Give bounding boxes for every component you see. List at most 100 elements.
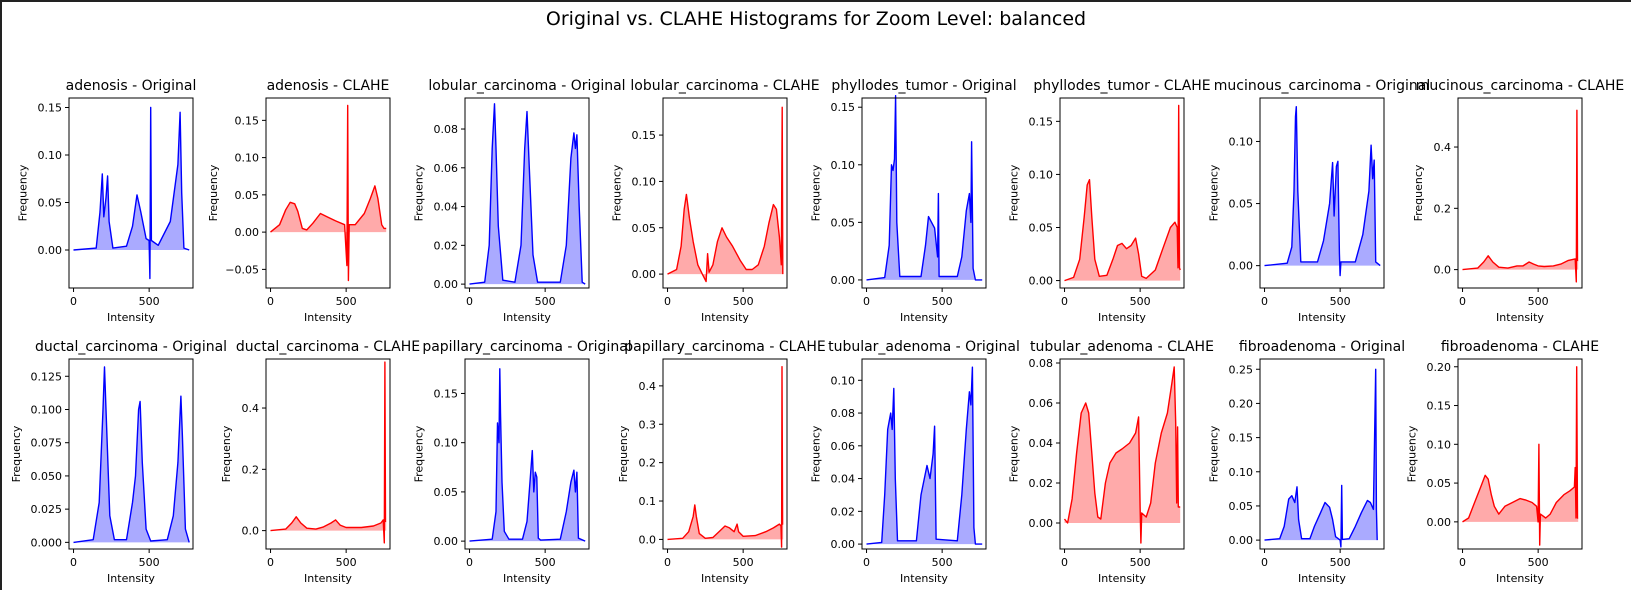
x-axis-label: Intensity [107,311,155,324]
y-tick-label: 0.0 [242,525,260,538]
x-tick-label: 500 [932,556,953,569]
y-tick-label: 0.06 [434,162,459,175]
y-tick-label: 0.04 [434,201,459,214]
y-tick-label: 0.025 [31,503,63,516]
panel-title: fibroadenoma - CLAHE [1441,339,1599,355]
x-tick-label: 0 [70,295,77,308]
y-tick-label: 0.075 [31,437,63,450]
y-tick-label: 0.2 [639,457,657,470]
y-tick-label: 0.10 [434,437,459,450]
panel-title: phyllodes_tumor - CLAHE [1033,78,1210,94]
y-tick-label: 0.00 [235,226,260,239]
y-tick-label: 0.05 [1029,221,1054,234]
histogram-panel: 0.00 0.05 0.10 0.15 0 500 phyllodes_tumor - CL… [1008,78,1211,324]
histogram-fill [73,107,190,279]
histogram-panel: 0.00 0.05 0.10 0.15 0 500 adenosis - Original I… [17,78,197,324]
y-tick-label: 0.08 [831,407,856,420]
x-axis-label: Intensity [1298,572,1346,585]
histogram-line [73,366,190,544]
y-tick-label: 0.10 [831,159,856,172]
y-axis-label: Frequency [10,425,23,482]
axes-frame [1259,97,1385,289]
x-tick-label: 500 [336,295,357,308]
y-tick-label: 0.05 [831,216,856,229]
x-tick-label: 0 [1459,556,1466,569]
y-tick-label: 0.15 [38,102,63,115]
x-tick-label: 500 [1130,556,1151,569]
y-tick-label: 0.06 [1029,397,1054,410]
x-axis-label: Intensity [1098,572,1146,585]
y-tick-label: 0.1 [639,495,657,508]
y-axis-label: Frequency [1208,164,1221,221]
y-tick-label: 0.10 [1229,135,1254,148]
histogram-line [866,366,983,545]
y-tick-label: 0.4 [1434,141,1452,154]
axes-frame [861,358,987,550]
x-tick-label: 0 [466,295,473,308]
y-axis-label: Frequency [1008,164,1021,221]
histogram-panel: 0.00 0.05 0.10 0.15 0.20 0.25 0 500 fibroadenoma… [1208,339,1406,585]
y-axis-label: Frequency [617,425,630,482]
x-tick-label: 0 [863,295,870,308]
panel-title: fibroadenoma - Original [1239,339,1405,355]
histogram-fill [1064,105,1181,281]
panel-title: adenosis - Original [66,78,197,94]
y-tick-label: 0.00 [632,268,657,281]
x-tick-label: 500 [535,556,556,569]
x-tick-label: 0 [267,556,274,569]
y-axis-label: Frequency [207,164,220,221]
x-axis-label: Intensity [1496,572,1544,585]
y-axis-label: Frequency [220,425,233,482]
y-tick-label: 0.00 [1229,534,1254,547]
x-tick-label: 0 [466,556,473,569]
x-axis-label: Intensity [900,572,948,585]
figure-title: Original vs. CLAHE Histograms for Zoom L… [545,8,1087,30]
y-tick-label: 0.05 [434,486,459,499]
axes-frame [861,97,987,289]
y-tick-label: 0.4 [639,380,657,393]
histogram-line [1264,368,1378,548]
y-tick-label: 0.05 [1229,500,1254,513]
x-tick-label: 0 [1061,556,1068,569]
x-tick-label: 0 [267,295,274,308]
panel-title: adenosis - CLAHE [267,78,390,94]
y-axis-label: Frequency [1208,425,1221,482]
x-tick-label: 0 [1061,295,1068,308]
y-tick-label: 0.100 [31,403,63,416]
x-tick-label: 500 [139,556,160,569]
y-tick-label: 0.10 [38,149,63,162]
y-tick-label: 0.15 [1427,400,1452,413]
panel-title: lobular_carcinoma - Original [428,78,625,94]
x-tick-label: 500 [1330,556,1351,569]
y-tick-label: 0.10 [1427,438,1452,451]
x-axis-label: Intensity [900,311,948,324]
histogram-fill [1462,366,1579,546]
y-tick-label: 0.4 [242,402,260,415]
y-tick-label: 0.05 [235,189,260,202]
y-tick-label: 0.15 [1029,115,1054,128]
x-tick-label: 500 [1528,556,1549,569]
histogram-fill [469,103,586,285]
x-tick-label: 500 [139,295,160,308]
y-tick-label: 0.04 [831,473,856,486]
panel-title: mucinous_carcinoma - CLAHE [1416,78,1624,94]
y-tick-label: 0.05 [632,222,657,235]
y-axis-label: Frequency [611,164,624,221]
y-tick-label: 0.00 [1229,260,1254,273]
histogram-fill [667,366,784,548]
y-axis-label: Frequency [810,425,823,482]
histogram-fill [1064,367,1181,543]
y-tick-label: 0.10 [632,175,657,188]
histogram-fill [270,362,387,543]
axes-frame [464,358,590,550]
axes-frame [265,358,391,550]
panel-title: papillary_carcinoma - CLAHE [624,339,825,355]
x-axis-label: Intensity [1098,311,1146,324]
x-tick-label: 0 [1459,295,1466,308]
y-tick-label: 0.2 [242,463,260,476]
histogram-panel: 0.00 0.05 0.10 0.15 0.20 0 500 fibroadenoma - C… [1406,339,1600,585]
histogram-fill [1264,369,1378,547]
y-tick-label: 0.10 [235,152,260,165]
